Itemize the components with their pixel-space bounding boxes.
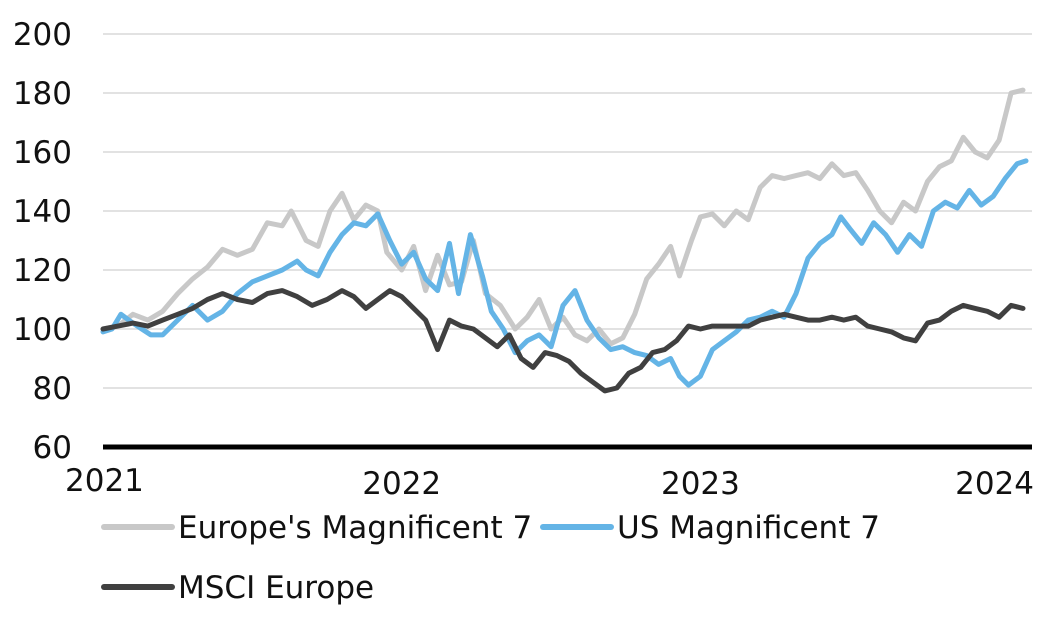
y-tick-label: 80 (33, 371, 72, 407)
y-tick-label: 60 (33, 430, 72, 466)
legend-label: MSCI Europe (178, 570, 374, 606)
y-tick-label: 120 (13, 253, 72, 289)
y-tick-label: 100 (13, 312, 72, 348)
y-axis-tick-labels: 60 80 100 120 140 160 180 200 (13, 17, 72, 466)
legend-label: US Magnificent 7 (617, 510, 880, 546)
legend-label: Europe's Magnificent 7 (178, 510, 532, 546)
gridlines (103, 33, 1032, 389)
x-tick-label: 2023 (661, 466, 740, 502)
x-axis-tick-labels: 2021 2022 2023 2024 (65, 463, 1034, 502)
y-tick-label: 140 (13, 194, 72, 230)
series-line-3 (100, 288, 1026, 394)
x-tick-label: 2024 (955, 466, 1034, 502)
x-tick-label: 2021 (65, 463, 144, 499)
legend: Europe's Magnificent 7 US Magnificent 7 MS… (101, 510, 880, 606)
y-tick-label: 200 (13, 17, 72, 53)
series-lines (100, 87, 1029, 394)
series-line-1 (100, 87, 1026, 347)
y-tick-label: 180 (13, 76, 72, 112)
series-line-2 (100, 158, 1029, 388)
x-tick-label: 2022 (362, 466, 441, 502)
y-tick-label: 160 (13, 135, 72, 171)
